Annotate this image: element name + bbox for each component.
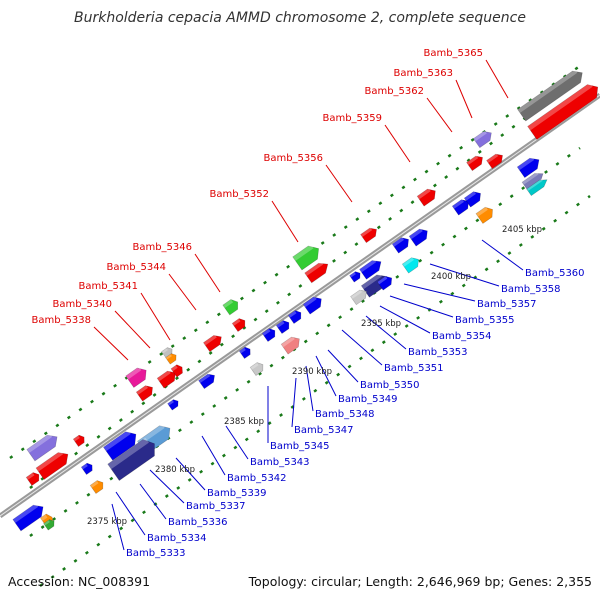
gene-label-reverse[interactable]: Bamb_5343 [250,457,310,468]
gene-arrow[interactable] [391,235,411,254]
kbp-ticks: 2375 kbp 2380 kbp 2385 kbp 2390 kbp 2395 kbp… [87,225,542,527]
gene-arrow[interactable] [350,287,370,306]
gene-label-forward[interactable]: Bamb_5363 [393,68,453,79]
gene-arrow[interactable] [135,383,155,402]
gene-arrow[interactable] [222,297,241,316]
gene-arrow[interactable] [125,365,150,388]
gene-arrow[interactable] [35,449,72,480]
gene-label-reverse[interactable]: Bamb_5355 [455,315,515,326]
gene-label-reverse[interactable]: Bamb_5358 [501,284,561,295]
gene-arrow[interactable] [231,316,248,332]
gene-label-reverse[interactable]: Bamb_5357 [477,299,537,310]
gene-arrow[interactable] [463,189,483,208]
gene-label-reverse[interactable]: Bamb_5347 [294,425,354,436]
gene-arrow[interactable] [261,326,278,342]
gene-label-reverse[interactable]: Bamb_5339 [207,488,267,499]
topology-text: Topology: circular; Length: 2,646,969 bp… [248,574,592,589]
kbp-tick-label: 2375 kbp [87,517,127,527]
gene-arrow[interactable] [408,226,431,247]
gene-arrow[interactable] [401,255,421,274]
gene-arrow[interactable] [486,151,506,170]
accession-text: Accession: NC_008391 [8,574,151,589]
gene-label-reverse[interactable]: Bamb_5353 [408,347,468,358]
gene-arrow[interactable] [80,461,94,475]
kbp-tick-label: 2385 kbp [224,417,264,427]
gene-arrow[interactable] [302,294,325,315]
gene-arrow[interactable] [466,153,486,172]
gene-label-reverse[interactable]: Bamb_5354 [432,331,492,342]
gene-arrow[interactable] [89,478,106,494]
gene-arrow[interactable] [376,274,394,291]
gene-arrow[interactable] [26,431,61,462]
gene-arrow[interactable] [103,428,140,461]
gene-arrow[interactable] [292,242,323,271]
gene-labels: Bamb_5338 Bamb_5340 Bamb_5341 Bamb_5344 Bamb… [31,48,584,559]
gene-label-forward[interactable]: Bamb_5352 [209,189,269,200]
gene-arrow[interactable] [238,345,252,359]
gene-arrow[interactable] [43,518,57,531]
gene-arrow[interactable] [167,398,181,411]
gene-arrow[interactable] [516,154,542,179]
gene-arrow[interactable] [12,501,47,532]
gene-arrow[interactable] [280,334,303,355]
gene-label-reverse[interactable]: Bamb_5337 [186,501,246,512]
gene-label-forward[interactable]: Bamb_5356 [263,153,323,164]
gene-label-reverse[interactable]: Bamb_5350 [360,380,420,391]
gene-arrow[interactable] [451,197,471,216]
gene-arrow[interactable] [203,332,224,353]
gene-label-forward[interactable]: Bamb_5340 [52,299,112,310]
gene-arrow[interactable] [275,318,292,334]
gene-arrow[interactable] [473,128,494,149]
gene-label-forward[interactable]: Bamb_5338 [31,315,91,326]
gene-arrow[interactable] [360,225,380,244]
gene-arrow[interactable] [287,308,304,324]
tick-rows [9,64,591,588]
gene-label-reverse[interactable]: Bamb_5349 [338,394,398,405]
gene-arrow[interactable] [249,360,266,376]
gene-label-forward[interactable]: Bamb_5346 [132,242,192,253]
gene-label-forward[interactable]: Bamb_5362 [364,86,424,97]
leader-lines [93,59,524,551]
gene-features [12,67,600,532]
gene-label-reverse[interactable]: Bamb_5360 [525,268,585,279]
gene-arrow[interactable] [527,81,600,140]
gene-arrow[interactable] [416,186,439,207]
gene-arrow[interactable] [165,352,179,365]
gene-arrow[interactable] [170,363,185,378]
gene-arrow[interactable] [72,433,86,447]
gene-label-reverse[interactable]: Bamb_5351 [384,363,444,374]
map-title: Burkholderia cepacia AMMD chromosome 2, … [74,10,526,26]
gene-arrow[interactable] [359,257,385,280]
gene-label-reverse[interactable]: Bamb_5334 [147,533,207,544]
kbp-tick-label: 2405 kbp [502,225,542,235]
backbone [0,92,600,519]
gene-arrow[interactable] [107,435,160,481]
gene-label-forward[interactable]: Bamb_5365 [423,48,483,59]
kbp-tick-label: 2395 kbp [361,319,401,329]
gene-label-forward[interactable]: Bamb_5344 [106,262,166,273]
gene-arrow[interactable] [517,67,587,122]
gene-label-reverse[interactable]: Bamb_5345 [270,441,330,452]
gene-arrow[interactable] [526,176,550,197]
gene-label-reverse[interactable]: Bamb_5348 [315,409,375,420]
kbp-tick-label: 2390 kbp [292,367,332,377]
gene-arrow[interactable] [25,470,42,486]
gene-label-forward[interactable]: Bamb_5359 [322,113,382,124]
gene-label-forward[interactable]: Bamb_5341 [78,281,138,292]
kbp-tick-label: 2380 kbp [155,465,195,475]
gene-arrow[interactable] [304,259,332,284]
gene-label-reverse[interactable]: Bamb_5333 [126,548,186,559]
gene-arrow[interactable] [198,371,218,390]
gene-arrow[interactable] [475,204,496,224]
gene-label-reverse[interactable]: Bamb_5336 [168,517,228,528]
gene-arrow[interactable] [349,270,363,283]
gene-label-reverse[interactable]: Bamb_5342 [227,473,287,484]
gene-arrow[interactable] [156,368,179,389]
kbp-tick-label: 2400 kbp [431,272,471,282]
